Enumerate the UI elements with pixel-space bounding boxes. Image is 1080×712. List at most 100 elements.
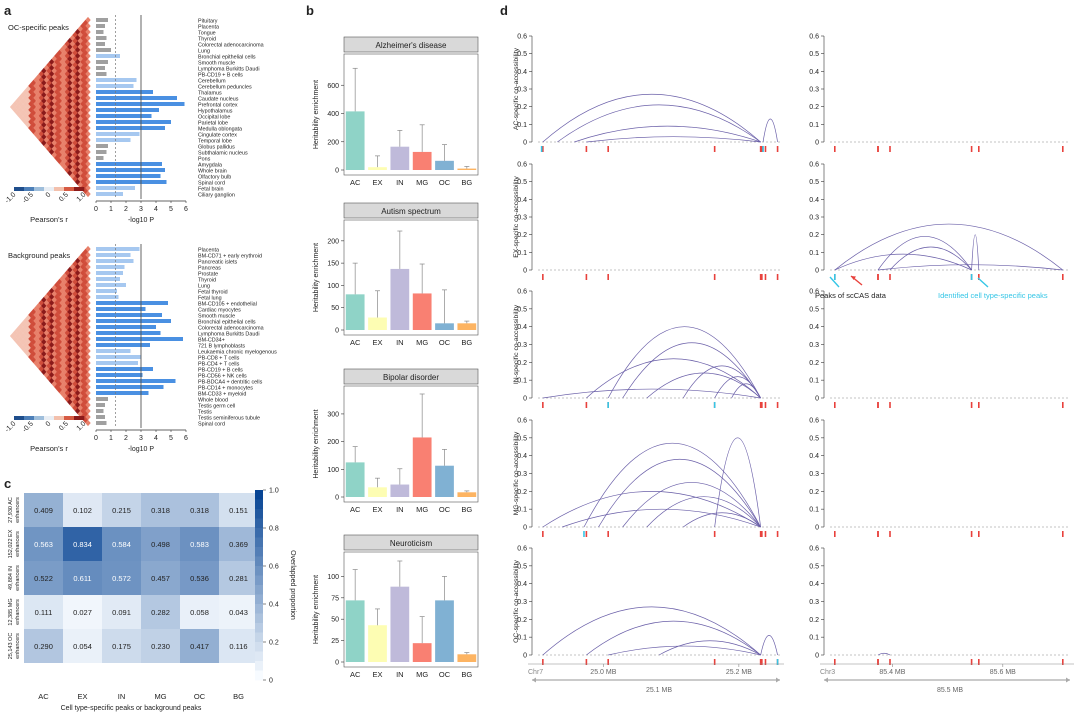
c-colorbar-swatch [255,499,263,510]
d-y-tick-label: 0.1 [517,250,527,257]
a-top-bar [96,126,165,130]
a-top-heat-cell [38,112,44,120]
c-colorbar-swatch [255,661,263,671]
d-chrom-left: Chr7 [528,669,543,676]
a-bottom-bar [96,361,138,365]
panel-letter-b: b [306,3,314,18]
a-top-heat-cell [25,103,31,111]
a-bottom-colorbar-tick: 1.0 [76,420,88,432]
b-bip-x-tick-label: BG [461,505,472,514]
d-y-tick-label: 0.5 [517,306,527,313]
b-alz-title-strip [343,36,479,53]
b-aut-y-tick-label: 50 [331,305,339,312]
a-top-heat-cell [48,76,55,84]
a-bottom-bar [96,331,161,335]
b-alz-x-tick-label: BG [461,178,472,187]
a-top-bar [96,42,105,46]
a-top-heat-cell [67,79,73,87]
a-bottom-bar-label: Lung [198,283,210,289]
c-colorbar-swatch [255,547,263,557]
d-y-tick-label: 0.4 [517,69,527,76]
b-alz-x-tick-label: EX [372,178,382,187]
b-bip-x-tick-label: AC [350,505,361,514]
c-cell [24,595,63,629]
a-top-heat-cell [38,94,44,102]
d-arc [714,437,761,528]
a-bottom-colorbar-swatch [64,416,75,420]
c-cell [102,493,141,527]
c-cell-label: 0.369 [229,540,248,549]
a-top-heat-cell [41,109,47,117]
d-y-tick-label: 0 [815,653,819,660]
a-bottom-title: Background peaks [8,251,70,260]
a-top-heat-cell [28,112,34,120]
a-bottom-bar-label: Testis germ cell [198,403,235,409]
d-span-arrow-left [824,677,828,683]
a-top-heat-cell [74,112,81,120]
a-top-bar-label: Prefrontal cortex [198,102,238,108]
a-top-x-tick-label: 6 [184,206,188,213]
a-top-heat-cell [28,88,34,96]
a-top-bar [96,150,107,154]
d-peak-red [759,274,762,280]
d-y-label: IN-specific co-accessibility [513,304,520,384]
c-col-label: AC [38,692,49,701]
a-top-bar [96,180,167,184]
a-top-heat-cell [72,91,78,99]
a-top-heat-cell [82,103,89,111]
a-top-heat-cell [59,112,65,120]
a-top-bar [96,24,105,28]
d-arc [586,136,761,143]
d-peak-cyan [776,659,779,665]
a-top-heat-cell [17,100,24,108]
a-top-heat-cell [9,103,16,111]
a-top-heat-cell [41,79,47,87]
a-bottom-bar [96,385,164,389]
a-bottom-bar-label: BM-CD34+ [198,337,225,343]
b-alz-bar-AC [345,111,365,170]
a-top-heat-cell [38,82,44,90]
b-neu-bar-MG [412,643,432,662]
a-top-heat-cell [59,82,65,90]
a-top-heat-cell [77,103,83,111]
a-top-heat-cell [80,100,86,108]
d-y-tick-label: 0.4 [809,197,819,204]
d-peak-red [970,146,973,152]
a-top-heat-cell [77,97,83,105]
c-cell [180,595,219,629]
a-top-heat-cell [61,67,68,75]
c-cell [102,561,141,595]
b-bip-x-tick-label: OC [439,505,451,514]
a-top-heat-cell [41,121,47,129]
a-bottom-bar [96,313,162,317]
b-neu-y-tick-label: 50 [331,617,339,624]
a-top-heat-cell [80,88,86,96]
c-cell-label: 0.111 [35,608,53,617]
d-peak-red [889,402,891,408]
d-peak-cyan [540,146,543,152]
a-top-heat-cell [30,85,37,93]
a-top-heat-cell [85,94,91,102]
d-y-tick-label: 0.1 [517,635,527,642]
a-top-bar [96,36,107,40]
c-cell-label: 0.522 [34,574,53,583]
a-top-heat-cell [28,94,34,102]
a-top-heat-cell [38,100,44,108]
a-top-heat-cell [59,106,65,114]
a-top-heat-cell [20,103,26,111]
c-cell-label: 0.834 [73,540,92,549]
d-peak-red [585,402,588,408]
a-bottom-bar [96,319,171,323]
b-bip-y-tick-label: 100 [327,467,339,474]
c-cell-label: 0.054 [73,642,92,651]
a-top-bar-label: Smooth muscle [198,60,235,66]
a-top-heat-cell [46,97,52,105]
a-top-heat-cell [43,100,50,108]
c-row-label-2: enhancers [15,565,21,591]
a-top-colorbar-swatch [44,187,55,191]
a-top-heat-cell [25,115,31,123]
a-top-heat-cell [77,85,83,93]
b-aut-x-tick-label: BG [461,338,472,347]
d-arc [586,358,761,399]
a-top-heat-cell [72,79,78,87]
